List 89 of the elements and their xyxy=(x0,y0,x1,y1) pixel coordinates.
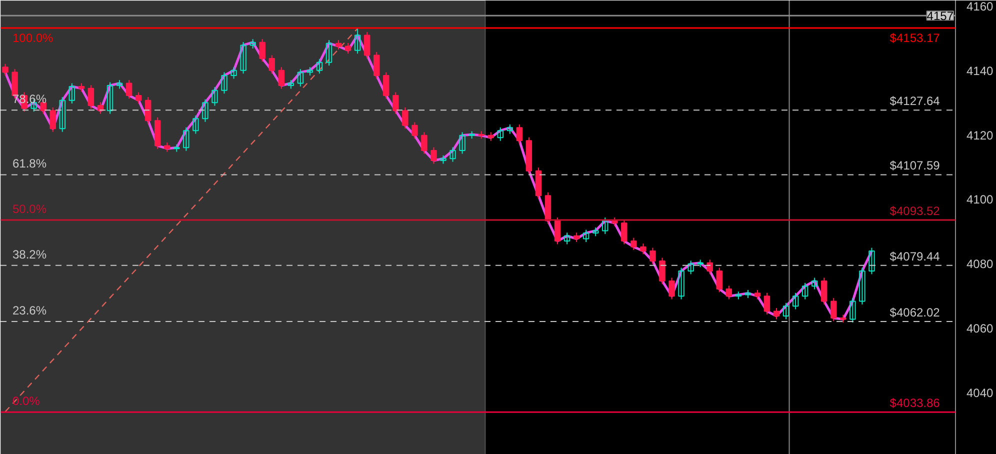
ref-line-label: $4062.02 xyxy=(890,305,940,320)
candlestick xyxy=(421,132,428,154)
annotation: 50.0% xyxy=(12,202,47,216)
candlestick xyxy=(516,124,523,144)
candlestick xyxy=(354,27,361,54)
candlestick xyxy=(506,124,514,134)
candlestick xyxy=(573,232,580,242)
candlestick xyxy=(412,122,418,140)
candlestick xyxy=(144,96,152,124)
candlestick xyxy=(50,106,56,132)
candlestick xyxy=(754,289,761,300)
candlestick xyxy=(830,298,837,322)
annotation: 23.6% xyxy=(12,303,47,318)
candlestick xyxy=(344,42,352,54)
candlestick xyxy=(183,126,190,152)
candlestick xyxy=(326,40,332,66)
candlestick xyxy=(764,292,770,315)
candlestick xyxy=(192,114,199,134)
candlestick xyxy=(621,219,628,245)
candlestick xyxy=(582,229,590,242)
candlestick xyxy=(802,282,808,300)
candlestick xyxy=(630,237,637,251)
ref-line-label: $4079.44 xyxy=(890,249,940,264)
candlestick xyxy=(706,259,713,275)
candlestick xyxy=(240,42,246,74)
candlestick xyxy=(602,217,608,234)
candlestick xyxy=(678,267,684,300)
ref-line-label: $4153.17 xyxy=(890,30,940,45)
candlestick xyxy=(297,68,304,87)
candlestick xyxy=(782,302,790,320)
candlestick xyxy=(59,96,66,132)
candlestick xyxy=(659,257,666,285)
annotation: 38.2% xyxy=(12,247,47,262)
annotation: 0.0% xyxy=(12,394,40,408)
candlestick xyxy=(459,132,466,154)
candlestick xyxy=(650,247,656,265)
candlestick xyxy=(230,66,237,80)
candlestick xyxy=(820,277,828,305)
candlestick xyxy=(688,260,694,275)
candlestick xyxy=(392,92,399,114)
candlestick xyxy=(640,243,646,255)
candlestick xyxy=(859,267,866,305)
y-tick-label: 4040 xyxy=(966,386,994,400)
candlestick xyxy=(402,106,408,130)
candlestick xyxy=(668,277,675,300)
y-tick-label: 4140 xyxy=(966,64,994,78)
candlestick xyxy=(221,72,228,94)
candlestick xyxy=(259,38,266,62)
ref-line-label: $4127.64 xyxy=(890,94,940,108)
candlestick xyxy=(268,54,275,74)
candlestick xyxy=(726,285,732,300)
ref-line-label: $4093.52 xyxy=(890,204,940,218)
candlestick xyxy=(202,98,208,122)
candlestick xyxy=(316,58,323,74)
candlestick xyxy=(497,126,504,142)
candlestick xyxy=(850,298,856,323)
candlestick xyxy=(373,52,380,80)
y-tick-label: 4160 xyxy=(966,0,994,14)
candlestick xyxy=(554,217,561,245)
candlestick xyxy=(278,66,284,90)
candlestick xyxy=(716,267,722,293)
candlestick xyxy=(450,146,456,162)
candlestick xyxy=(792,292,799,310)
ref-line-label: $4107.59 xyxy=(890,158,940,173)
candlestick xyxy=(106,82,114,114)
candlestick xyxy=(2,63,8,76)
candlestick xyxy=(164,142,170,152)
annotation: 100.0% xyxy=(12,30,54,45)
y-tick-label: 4060 xyxy=(966,321,994,336)
candlestick xyxy=(364,32,370,59)
y-tick-label: 4100 xyxy=(966,192,994,207)
candlestick xyxy=(868,247,875,275)
annotation: 61.8% xyxy=(12,156,47,171)
y-tick-label: 4120 xyxy=(966,128,994,142)
candlestick xyxy=(335,40,342,50)
candlestick xyxy=(811,277,818,290)
candlestick xyxy=(68,82,76,104)
candlestick xyxy=(250,38,256,49)
y-tick-label: 4080 xyxy=(966,257,994,272)
candlestick xyxy=(564,232,570,245)
candlestick xyxy=(773,307,780,320)
ref-line-label: $4033.86 xyxy=(890,396,940,410)
candlestick xyxy=(383,72,390,100)
candlestick xyxy=(126,80,132,100)
ref-line-label: 4157 xyxy=(926,9,954,24)
candlestick xyxy=(212,86,218,106)
candlestick xyxy=(430,146,437,164)
candlestick xyxy=(135,92,142,104)
candlestick xyxy=(88,84,94,110)
